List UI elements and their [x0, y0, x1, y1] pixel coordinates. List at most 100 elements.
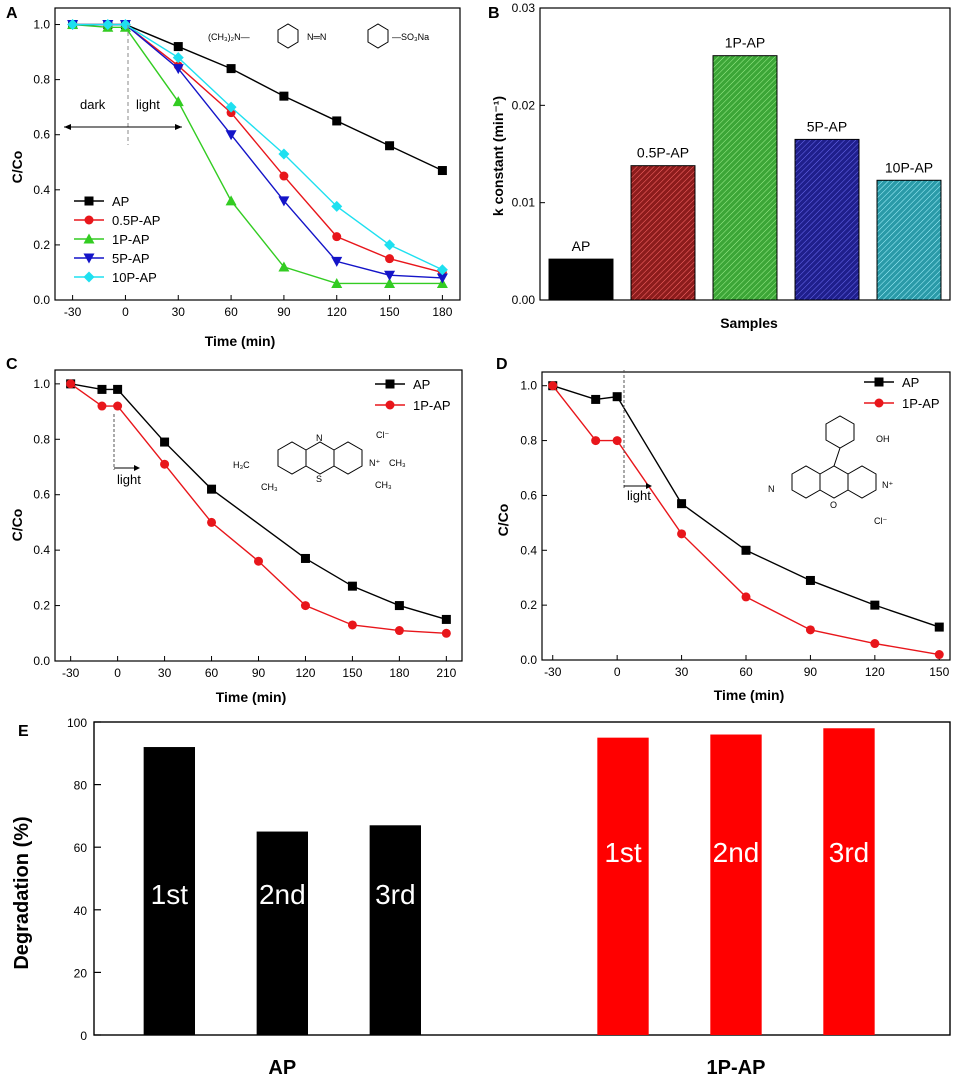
legend-marker — [385, 400, 395, 410]
series-line-AP — [70, 383, 447, 621]
bar-label: AP — [572, 238, 591, 254]
bar-inner-label: 2nd — [259, 879, 306, 910]
data-point-1P-AP — [677, 529, 687, 539]
data-point-AP — [347, 581, 357, 591]
y-tick-label: 0.01 — [512, 196, 536, 210]
bar-label: 5P-AP — [807, 118, 847, 134]
panel-label-a: A — [6, 5, 18, 22]
panel-c-molecule-h3c: H₃C — [233, 460, 250, 470]
data-point-AP — [870, 600, 880, 610]
data-point-5P-AP — [225, 130, 237, 141]
bar-label: 1P-AP — [725, 35, 765, 51]
bar-10P-AP — [876, 179, 942, 301]
x-tick-label: 90 — [804, 665, 818, 679]
x-tick-label: 210 — [436, 666, 456, 680]
y-tick-label: 0.0 — [520, 653, 537, 667]
ring-center-icon — [305, 441, 335, 475]
legend-label: 0.5P-AP — [112, 213, 160, 228]
x-tick-label: 0 — [114, 666, 121, 680]
data-point-0.5P-AP — [226, 108, 236, 118]
data-point-1P-AP — [97, 401, 107, 411]
panel-a-molecule-right: —SO₃Na — [392, 32, 429, 42]
arrow-right-icon — [134, 465, 140, 471]
legend-marker — [874, 398, 884, 408]
legend-marker — [385, 379, 395, 389]
data-point-5P-AP — [278, 196, 290, 207]
data-point-0.5P-AP — [332, 232, 342, 242]
bar-inner-label: 3rd — [829, 837, 869, 868]
data-point-1P-AP — [207, 517, 217, 527]
y-tick-label: 0.8 — [33, 73, 50, 87]
x-tick-label: 90 — [277, 305, 291, 319]
y-tick-label: 0.00 — [512, 293, 536, 307]
series-line-AP — [552, 385, 940, 628]
data-point-AP — [441, 614, 451, 624]
bar-0.5P-AP — [630, 165, 696, 301]
panel-a-plot: -30 0 30 60 90 120 150 180 0.0 0.2 0.4 0.6 0.8 1.0 — [33, 7, 461, 319]
bar-1P-AP — [712, 55, 778, 301]
panel-d-plot: -30 0 30 60 90 120 150 0.0 0.2 0.4 0.6 0.8 1.0 — [520, 371, 951, 679]
panel-c-molecule-ch3-b: CH₃ — [389, 458, 406, 468]
data-point-AP — [934, 622, 944, 632]
y-tick-label: 0.4 — [33, 183, 50, 197]
panel-a-legend: AP 0.5P-AP 1P-AP 5P-AP 10P-AP — [74, 194, 160, 285]
data-point-10P-AP — [225, 101, 237, 113]
bar-1P-AP-2nd — [710, 734, 762, 1035]
bar-AP-2nd — [256, 831, 308, 1035]
legend-label: AP — [413, 377, 430, 392]
data-point-AP — [113, 384, 123, 394]
data-point-1P-AP — [160, 459, 170, 469]
data-point-1P-AP — [113, 401, 123, 411]
group-label: 1P-AP — [707, 1057, 766, 1079]
plot-frame — [54, 369, 463, 662]
y-tick-label: 0.2 — [33, 599, 50, 613]
y-tick-label: 0.8 — [520, 434, 537, 448]
y-tick-label: 0.03 — [512, 1, 536, 15]
data-point-1P-AP — [66, 379, 76, 389]
data-point-5P-AP — [172, 64, 184, 75]
panel-a-y-axis-label: C/Co — [9, 151, 25, 184]
data-point-10P-AP — [436, 264, 448, 276]
legend-label: AP — [902, 375, 919, 390]
data-point-AP — [394, 601, 404, 611]
data-point-1P-AP — [300, 601, 310, 611]
panel-c-x-axis-label: Time (min) — [216, 689, 287, 705]
data-point-AP — [173, 42, 183, 52]
data-point-1P-AP — [805, 625, 815, 635]
panel-d-molecule-o: O — [830, 500, 837, 510]
panel-c-legend: AP 1P-AP — [375, 377, 451, 413]
x-tick-label: 120 — [327, 305, 347, 319]
y-tick-label: 0.4 — [520, 543, 537, 557]
y-tick-label: 1.0 — [33, 377, 50, 391]
panel-d-molecule-oh: OH — [876, 434, 890, 444]
data-point-10P-AP — [102, 19, 114, 31]
x-tick-label: -30 — [62, 666, 80, 680]
panel-b-plot: 0.00 0.01 0.02 0.03 AP 0.5P-AP 1P-AP 5P-AP 10P-A… — [512, 1, 951, 307]
data-point-1P-AP — [934, 650, 944, 660]
data-point-1P-AP — [591, 436, 601, 446]
x-tick-label: 30 — [158, 666, 172, 680]
data-point-1P-AP — [331, 277, 343, 288]
y-tick-label: 80 — [74, 779, 88, 793]
arrow-left-icon — [64, 124, 71, 130]
ring-left-icon — [791, 465, 821, 499]
data-point-1P-AP — [254, 556, 263, 566]
data-point-1P-AP — [394, 626, 404, 636]
y-tick-label: 0.0 — [33, 654, 50, 668]
panel-c-molecule-cl: Cl⁻ — [376, 430, 389, 440]
data-point-AP — [332, 116, 342, 126]
y-tick-label: 100 — [67, 716, 87, 730]
panel-c-y-axis-label: C/Co — [9, 509, 25, 542]
panel-c-plot: -30 0 30 60 90 120 150 180 210 0.0 0.2 0.4 0.6 0.8 1.0 — [33, 369, 463, 680]
bar-label: 10P-AP — [885, 159, 933, 175]
legend-marker — [874, 377, 884, 387]
data-point-1P-AP — [741, 592, 751, 602]
panel-a: A -30 0 30 60 90 120 150 1800.00.20.40.60.81.0 … — [6, 5, 461, 349]
panel-d-molecule-structure: OH O N N⁺ Cl⁻ — [768, 415, 893, 526]
bar-1P-AP-3rd — [823, 728, 875, 1035]
panel-c-light-label: light — [117, 472, 141, 487]
x-tick-label: 30 — [172, 305, 186, 319]
panel-a-molecule-mid: N═N — [307, 32, 326, 42]
panel-b-x-axis-label: Samples — [720, 315, 778, 331]
